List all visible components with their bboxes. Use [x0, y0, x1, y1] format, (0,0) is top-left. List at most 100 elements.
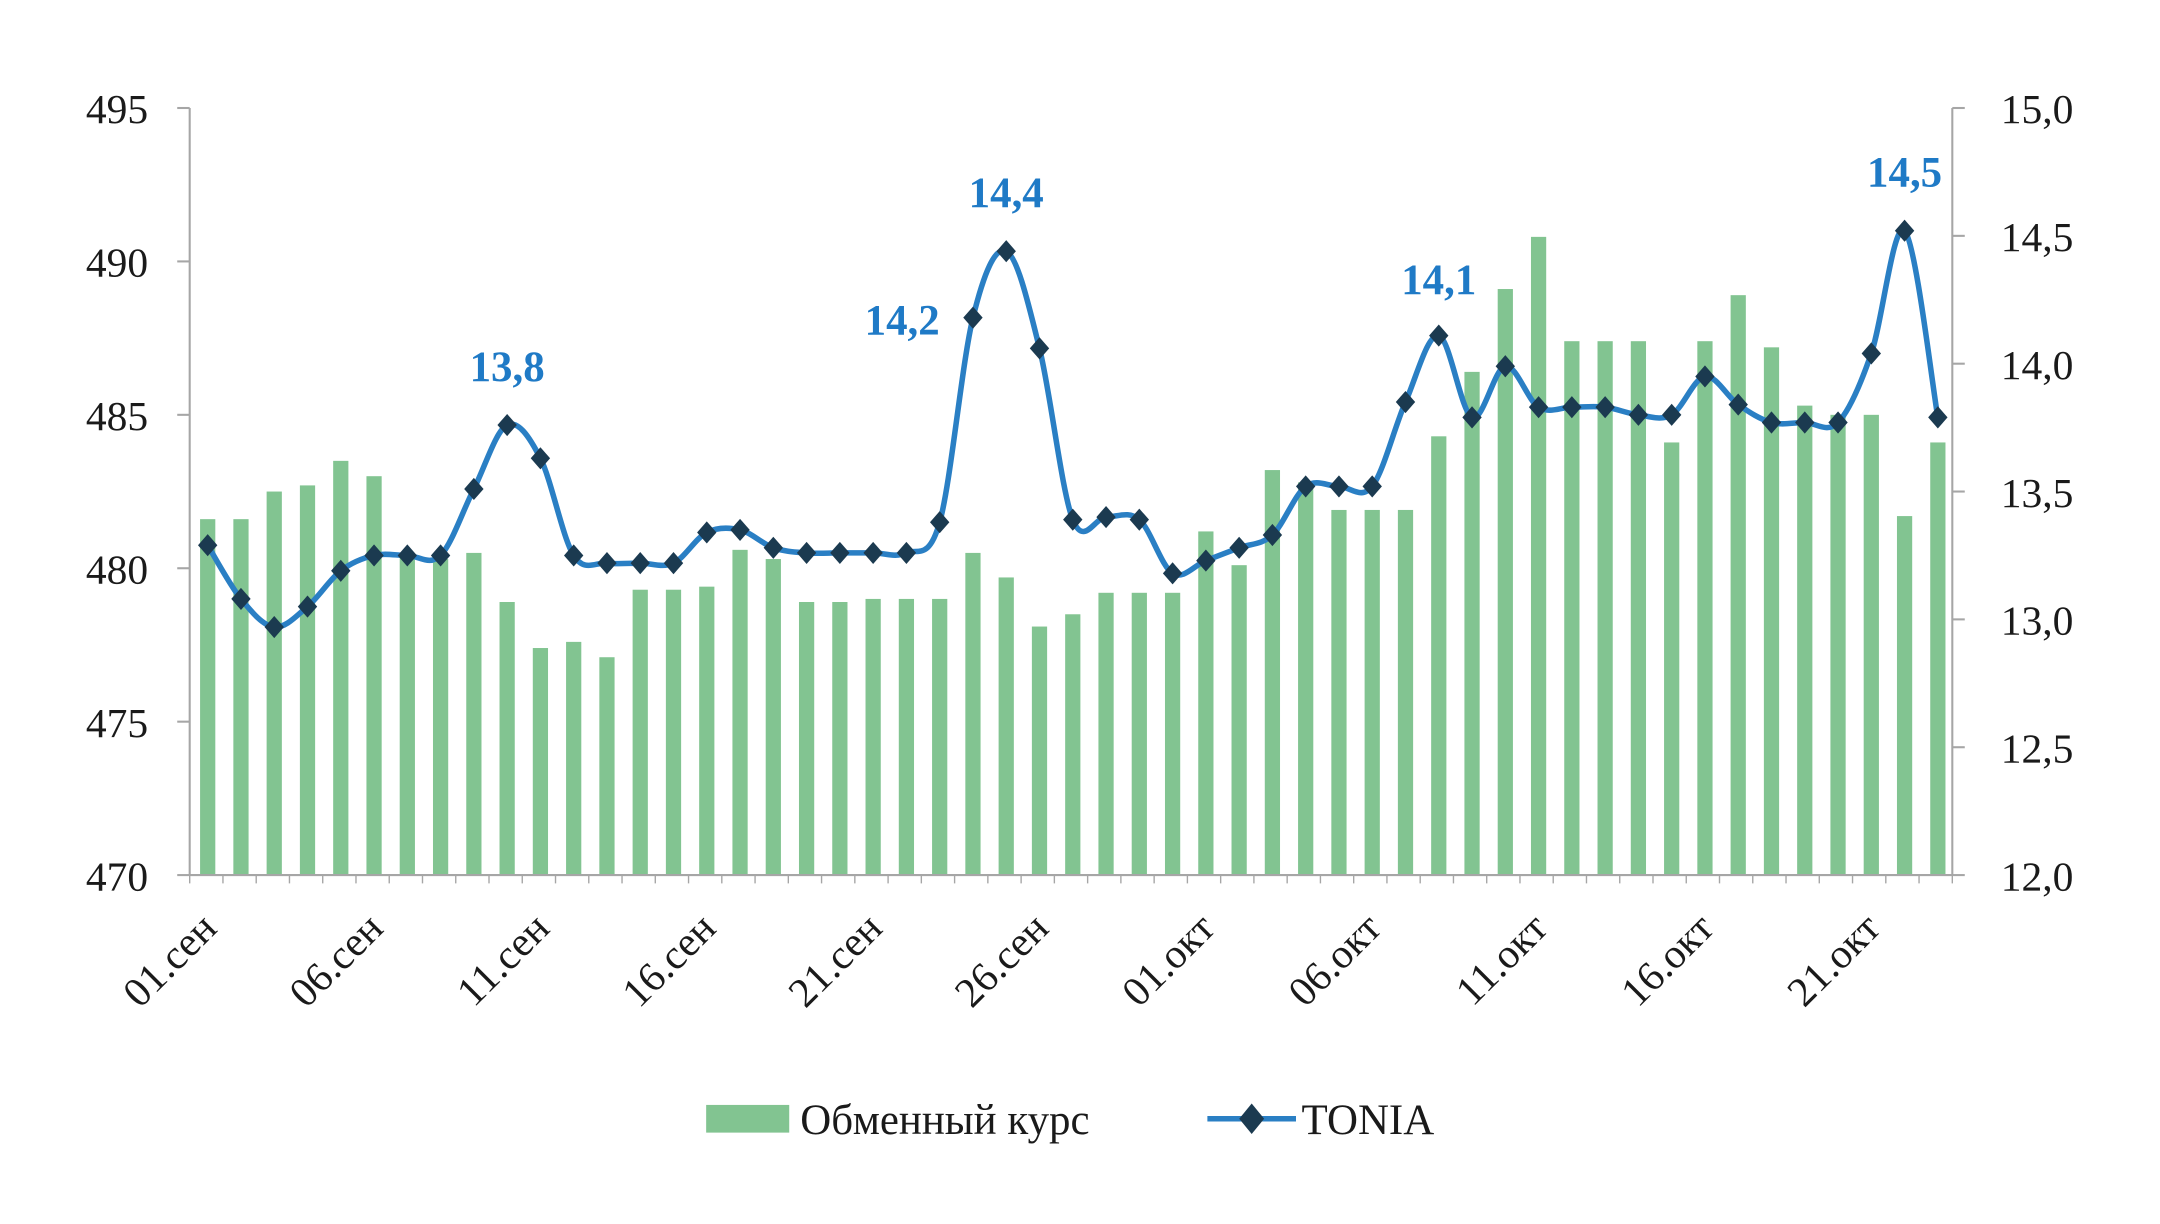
tonia-marker	[1928, 406, 1948, 429]
bar	[1431, 436, 1447, 876]
bar	[599, 657, 615, 876]
legend-label-tonia: TONIA	[1302, 1097, 1435, 1144]
tonia-marker	[1229, 536, 1249, 559]
tonia-marker	[1695, 365, 1715, 388]
tonia-marker	[1562, 396, 1582, 419]
bar	[1763, 347, 1780, 876]
bar	[1031, 626, 1048, 876]
legend-label-exchange-rate: Обменный курс	[800, 1097, 1089, 1144]
bar	[466, 552, 482, 876]
tonia-marker	[1329, 475, 1349, 498]
tonia-marker	[896, 541, 917, 564]
tonia-marker	[1462, 406, 1482, 429]
bar	[1098, 592, 1114, 876]
bar	[1697, 341, 1713, 876]
tonia-marker	[1395, 390, 1416, 414]
x-tick-label: 16.сен	[613, 904, 724, 1015]
bar	[1231, 565, 1247, 876]
bar	[932, 598, 948, 876]
bar	[499, 601, 515, 876]
bar	[333, 460, 349, 876]
tonia-marker	[630, 552, 650, 575]
bar	[1364, 509, 1380, 876]
x-tick-label: 06.окт	[1279, 904, 1390, 1015]
tonia-marker	[1894, 219, 1915, 242]
bar	[1131, 592, 1147, 876]
bar	[566, 641, 582, 876]
right-tick-label: 14,5	[2001, 214, 2074, 260]
x-tick-label: 26.сен	[946, 904, 1057, 1015]
bar	[1198, 531, 1214, 876]
bar	[200, 519, 216, 876]
x-tick-label: 01.окт	[1113, 904, 1224, 1015]
bar	[1298, 482, 1314, 876]
x-tick-label: 11.окт	[1447, 904, 1557, 1014]
data-label: 13,8	[470, 344, 545, 391]
bar	[299, 485, 316, 876]
bar	[965, 552, 981, 876]
bar	[1264, 470, 1281, 876]
tonia-marker	[597, 552, 617, 575]
tonia-marker	[1096, 506, 1116, 529]
tonia-marker	[1029, 337, 1050, 360]
bar	[432, 559, 449, 876]
legend-bar-swatch	[706, 1104, 790, 1133]
tonia-marker	[697, 521, 717, 544]
tonia-marker	[863, 541, 883, 564]
x-tick-label: 06.сен	[280, 904, 391, 1015]
left-tick-label: 480	[86, 546, 148, 592]
x-tick-label: 21.окт	[1778, 904, 1889, 1015]
bar	[1664, 442, 1680, 876]
bar	[1896, 516, 1913, 876]
bar	[266, 491, 282, 876]
bar	[832, 601, 848, 876]
right-tick-label: 14,0	[2001, 342, 2074, 388]
tonia-marker	[1129, 508, 1150, 531]
tonia-marker	[1295, 475, 1316, 498]
data-label: 14,5	[1867, 149, 1942, 196]
annotations: 13,8 14,2 14,4 14,1 14,5	[470, 149, 1943, 390]
right-tick-label: 12,5	[2001, 725, 2074, 771]
right-tick-label: 13,0	[2001, 598, 2074, 644]
tonia-marker	[464, 477, 484, 501]
bar	[665, 589, 682, 876]
bar	[898, 598, 915, 876]
bar	[998, 577, 1014, 876]
tonia-marker	[929, 511, 950, 534]
tonia-marker	[530, 447, 551, 470]
tonia-marker	[763, 536, 784, 559]
data-label: 14,2	[865, 297, 940, 344]
legend-marker-icon	[1239, 1103, 1265, 1134]
bar	[699, 586, 715, 876]
tonia-marker	[264, 615, 284, 639]
legend: Обменный курс TONIA	[706, 1097, 1434, 1144]
bar	[1065, 614, 1081, 876]
tonia-marker	[1362, 475, 1382, 498]
bar	[732, 549, 748, 876]
bar	[1331, 509, 1347, 876]
tonia-marker	[1528, 396, 1549, 419]
left-tick-label: 495	[86, 86, 148, 132]
tonia-marker	[796, 541, 817, 564]
tonia-marker	[1728, 393, 1748, 416]
tonia-marker	[963, 306, 983, 329]
bar	[532, 648, 549, 876]
tonia-marker	[1595, 396, 1615, 419]
tonia-marker	[1262, 523, 1283, 547]
bar	[1930, 442, 1946, 876]
x-tick-label: 16.окт	[1612, 904, 1723, 1015]
tonia-marker	[1861, 342, 1881, 365]
bar	[399, 555, 415, 876]
bar	[1630, 341, 1647, 876]
left-tick-label: 490	[86, 240, 148, 286]
tonia-marker	[331, 559, 351, 582]
bar	[1497, 289, 1513, 876]
bar	[233, 519, 249, 876]
x-tick-label: 11.сен	[448, 904, 558, 1014]
tonia-marker	[830, 541, 850, 564]
bar	[1797, 405, 1813, 876]
right-tick-label: 15,0	[2001, 86, 2074, 132]
bar	[366, 476, 382, 876]
bar	[1597, 341, 1613, 876]
